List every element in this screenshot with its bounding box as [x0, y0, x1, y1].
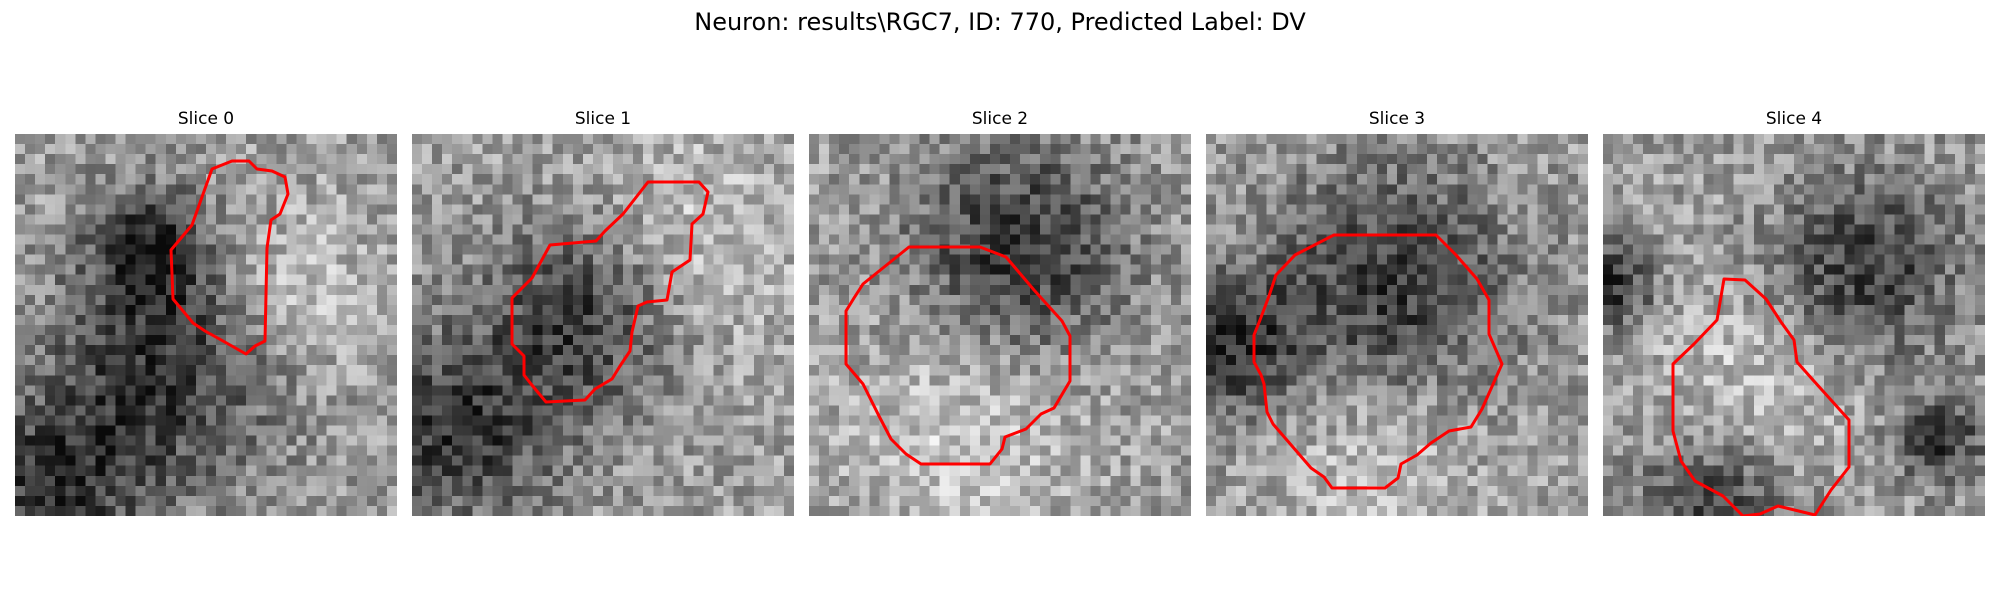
slice-1-title: Slice 1: [574, 109, 632, 129]
slice-0-title: Slice 0: [177, 109, 235, 129]
slice-1-image: [412, 134, 794, 516]
slice-4-panel: [1603, 134, 1985, 516]
slice-3-image: [1206, 134, 1588, 516]
slice-1-contour: [510, 180, 710, 404]
slice-4-image: [1603, 134, 1985, 516]
slice-4-contour: [1671, 277, 1851, 516]
slice-3-contour: [1252, 233, 1504, 490]
slice-1-panel: [412, 134, 794, 516]
slice-2-contour: [844, 245, 1072, 466]
slice-3-title: Slice 3: [1368, 109, 1426, 129]
slice-4-title: Slice 4: [1765, 109, 1823, 129]
slice-0-contour: [169, 159, 290, 356]
slice-2-panel: [809, 134, 1191, 516]
slice-3-panel: [1206, 134, 1588, 516]
slice-2-title: Slice 2: [971, 109, 1029, 129]
figure-title: Neuron: results\RGC7, ID: 770, Predicted…: [694, 8, 1306, 36]
slice-0-image: [15, 134, 397, 516]
slice-0-panel: [15, 134, 397, 516]
